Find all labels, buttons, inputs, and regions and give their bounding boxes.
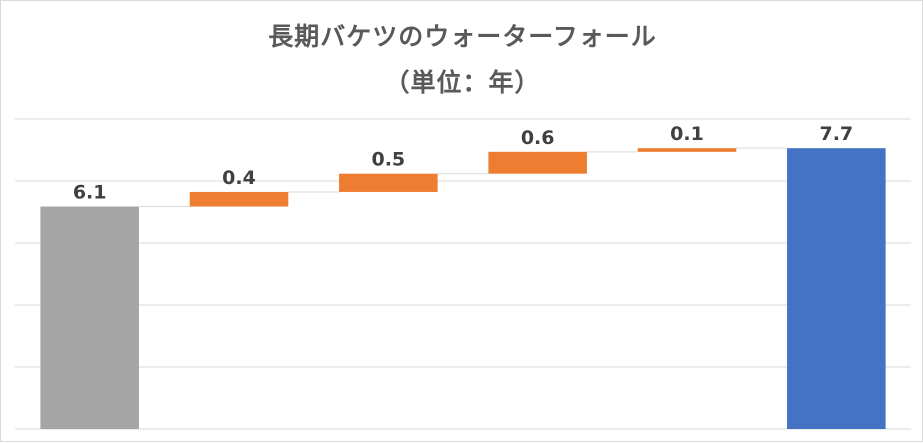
data-label-4: 0.1 [670, 123, 704, 145]
bar-increase-4 [637, 148, 737, 152]
data-label-2: 0.5 [371, 149, 405, 171]
bar-total-5 [787, 148, 886, 430]
connector-lines [138, 147, 788, 208]
bar-increase-2 [339, 173, 438, 192]
data-label-5: 7.7 [819, 123, 853, 145]
data-label-3: 0.6 [521, 127, 555, 149]
data-label-0: 6.1 [73, 182, 107, 204]
bar-increase-1 [189, 191, 289, 207]
data-label-1: 0.4 [222, 167, 256, 189]
bar-start-0 [40, 206, 139, 429]
bar-increase-3 [488, 151, 587, 174]
gridlines [15, 118, 911, 430]
data-labels: 6.1 0.4 0.5 0.6 0.1 7.7 [73, 123, 853, 203]
bars [40, 148, 886, 430]
chart-subtitle: （単位：年） [384, 68, 541, 97]
chart-title: 長期バケツのウォーターフォール [268, 22, 657, 51]
